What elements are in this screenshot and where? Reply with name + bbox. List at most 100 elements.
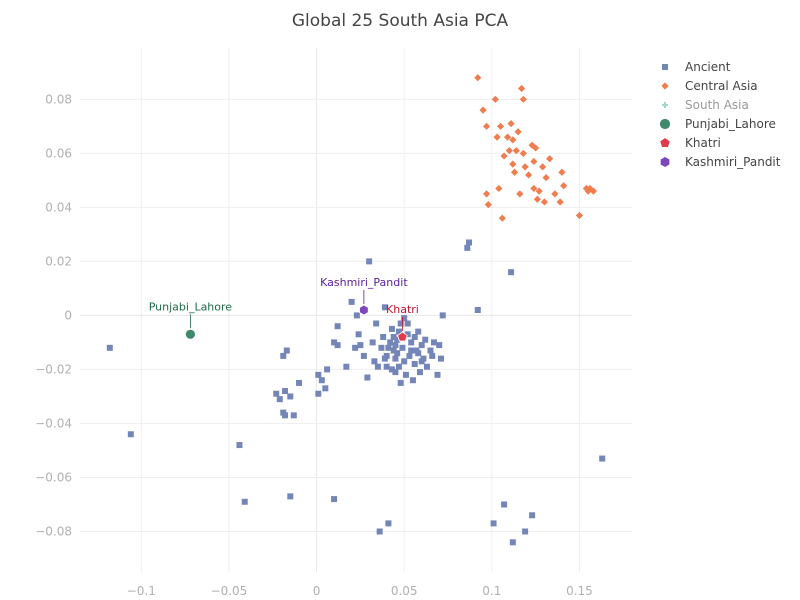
ancient-point [423, 363, 430, 370]
central-asia-point [533, 195, 541, 203]
central-asia-point [516, 190, 524, 198]
ancient-point [331, 339, 338, 346]
ancient-point [395, 328, 402, 335]
ancient-point [296, 379, 303, 386]
central-asia-point [530, 184, 538, 193]
central-asia-point [528, 141, 536, 149]
y-tick-label: 0 [64, 308, 72, 322]
ancient-point [434, 371, 441, 378]
khatri-annotation: Khatri [386, 303, 419, 316]
ancient-point [466, 239, 473, 246]
x-tick-label: 0.05 [391, 584, 418, 598]
ancient-point [402, 371, 409, 378]
ancient-point [280, 352, 287, 359]
ancient-point [401, 315, 408, 322]
ancient-point [355, 331, 362, 338]
central-asia-point [546, 155, 554, 163]
ancient-point [395, 363, 402, 370]
legend-item-punjabi-lahore[interactable]: Punjabi_Lahore [659, 117, 776, 131]
legend-label-ancient: Ancient [685, 60, 731, 74]
legend-item-central-asia[interactable]: Central Asia [661, 79, 758, 93]
ancient-point [416, 369, 423, 376]
legend-label-punjabi-lahore: Punjabi_Lahore [685, 117, 776, 131]
ancient-point [334, 342, 341, 349]
ancient-point [371, 358, 378, 365]
ancient-point [343, 363, 350, 370]
ancient-point [360, 352, 367, 359]
central-asia-point [551, 190, 559, 198]
ancient-point [397, 379, 404, 386]
central-asia-point [479, 106, 487, 114]
legend[interactable]: Ancient Central Asia South Asia Punjabi_Lah… [659, 60, 781, 169]
ancient-point [394, 350, 401, 357]
legend-item-ancient[interactable]: Ancient [662, 60, 731, 74]
ancient-point [381, 355, 388, 362]
ancient-point [599, 455, 606, 462]
ancient-point [283, 347, 290, 354]
ancient-point [388, 366, 395, 373]
ancient-point [334, 323, 341, 330]
x-tick-label: −0.1 [127, 584, 156, 598]
ancient-point [353, 312, 360, 319]
y-tick-label: −0.08 [35, 524, 72, 538]
legend-item-kashmiri-pandit[interactable]: Kashmiri_Pandit [659, 155, 781, 169]
ancient-point [401, 358, 408, 365]
ancient-point [287, 493, 294, 500]
ancient-point [464, 244, 471, 251]
legend-item-south-asia[interactable]: South Asia [662, 98, 749, 112]
central-asia-point [560, 182, 568, 190]
central-asia-point [521, 163, 529, 171]
ancient-point [383, 363, 390, 370]
y-tick-label: −0.04 [35, 416, 72, 430]
ancient-point [509, 539, 516, 546]
ancient-point [276, 396, 283, 403]
kashmiri-pandit-point [359, 304, 369, 316]
ancient-point [324, 366, 331, 373]
ancient-point [315, 390, 322, 397]
central-asia-point [510, 168, 519, 176]
central-asia-point [525, 171, 533, 179]
ancient-point [388, 325, 395, 332]
central-asia-point [509, 160, 517, 168]
ancient-point [392, 342, 399, 349]
ancient-point [373, 320, 380, 327]
ancient-point [529, 512, 536, 519]
ancient-point [394, 336, 401, 343]
ancient-point [408, 339, 415, 346]
central-asia-point [542, 174, 550, 182]
legend-label-south-asia: South Asia [685, 98, 749, 112]
ancient-point [369, 339, 376, 346]
ancient-point [404, 320, 411, 327]
y-tick-label: −0.06 [35, 470, 72, 484]
ancient-point [357, 342, 364, 349]
ancient-point [411, 334, 418, 341]
ancient-point [127, 431, 134, 438]
grid-layer [80, 48, 632, 572]
y-tick-label: 0.08 [45, 92, 72, 106]
central-asia-point [558, 168, 566, 176]
x-tick-label: 0.1 [482, 584, 501, 598]
ancient-point [381, 304, 388, 311]
ancient-point [390, 347, 397, 354]
ancient-point [378, 344, 385, 351]
central-asia-point [474, 74, 482, 82]
y-tick-label: −0.02 [35, 362, 72, 376]
central-asia-point [482, 122, 491, 130]
ancient-point [387, 339, 394, 346]
ancient-point [415, 350, 422, 357]
central-asia-point [540, 198, 548, 206]
ancient-point [385, 520, 392, 527]
ancient-point [508, 269, 515, 276]
central-asia-point [556, 198, 564, 206]
ancient-point [322, 385, 329, 392]
punjabi-lahore-point [184, 328, 196, 340]
legend-item-khatri[interactable]: Khatri [659, 136, 721, 150]
legend-marker-ancient [662, 64, 668, 70]
punjabi-lahore-annotation: Punjabi_Lahore [149, 300, 233, 313]
ancient-point [522, 528, 529, 535]
central-asia-point [535, 187, 543, 195]
central-asia-point [496, 122, 505, 130]
y-tick-label: 0.06 [45, 146, 72, 160]
ancient-point [352, 344, 359, 351]
